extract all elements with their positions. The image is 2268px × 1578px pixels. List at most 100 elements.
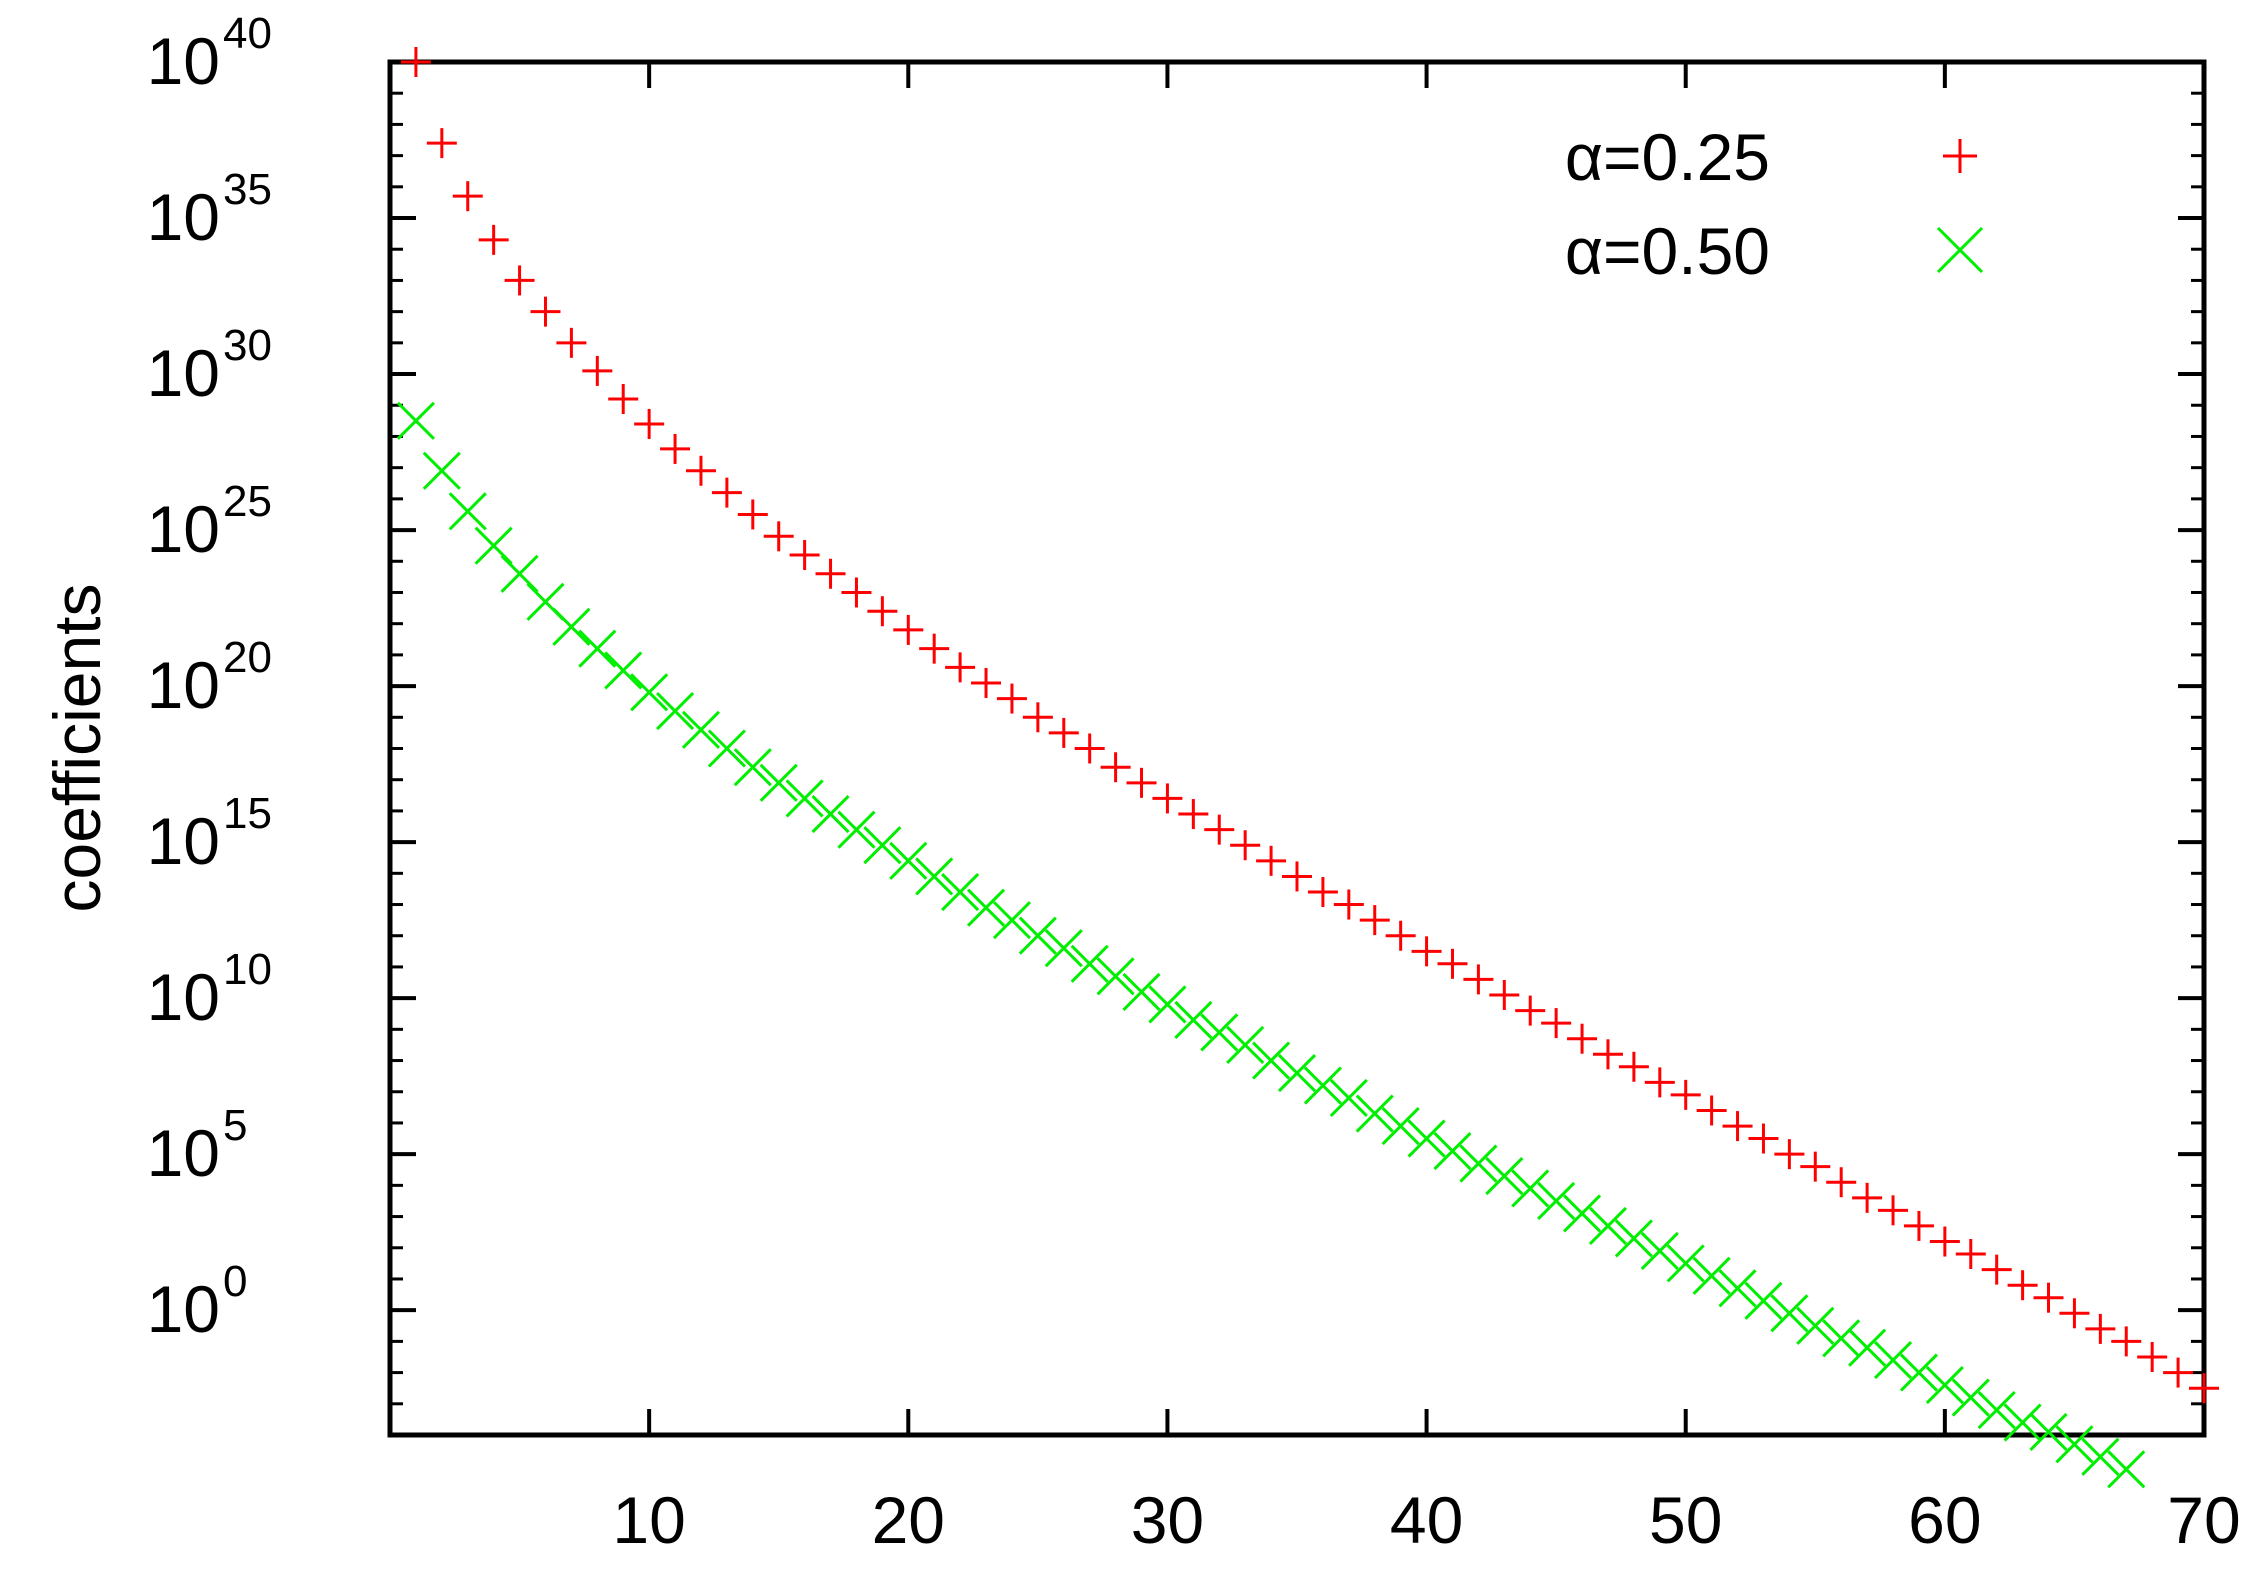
cross-marker [1381,1107,1420,1146]
cross-marker [1744,1281,1783,1320]
plus-marker [1230,830,1261,861]
plus-marker [634,408,665,439]
legend-entry: α=0.25 [1565,120,1977,194]
cross-marker [707,729,746,768]
cross-marker [1588,1206,1628,1245]
plus-marker [1385,920,1416,951]
plus-marker [1748,1123,1779,1154]
cross-marker [1355,1094,1394,1133]
plus-marker [1696,1095,1727,1126]
plus-marker [1592,1039,1623,1070]
y-tick-base: 10 [147,1116,220,1190]
plus-marker [685,455,716,486]
cross-marker [474,526,513,565]
plus-marker [452,181,483,212]
cross-marker [1796,1306,1835,1345]
x-tick-label: 50 [1649,1483,1722,1557]
plus-marker [971,667,1002,698]
y-tick-exponent: 25 [223,477,272,526]
plus-marker [608,384,639,415]
plus-marker [1204,814,1235,845]
x-tick-label: 30 [1131,1483,1204,1557]
y-tick-exponent: 40 [223,9,272,58]
plus-marker [1411,936,1442,967]
plus-marker [2007,1270,2038,1301]
plus-marker [2033,1282,2064,1313]
plus-marker [1826,1167,1857,1198]
x-tick-label: 10 [612,1483,685,1557]
cross-marker [1226,1025,1265,1065]
plus-marker [945,652,976,683]
plus-marker [1489,980,1520,1011]
y-tick-base: 10 [147,804,220,878]
plus-marker [1307,877,1338,908]
plus-marker [1100,752,1131,783]
cross-marker [500,554,539,593]
cross-marker [1977,1390,2016,1430]
cross-marker [915,857,954,896]
cross-marker [1148,985,1187,1024]
plus-marker [789,540,820,571]
cross-marker [1666,1244,1705,1283]
plus-marker [400,47,431,77]
cross-marker [1848,1328,1887,1367]
plus-marker [1256,845,1287,876]
y-tick-base: 10 [147,960,220,1034]
legend-label: α=0.25 [1565,120,1770,194]
plus-marker [1878,1195,1909,1226]
plus-marker [1567,1023,1598,1054]
cross-marker [1511,1169,1550,1208]
plus-marker [1126,767,1157,798]
cross-marker [396,401,435,440]
plus-marker [504,265,535,296]
y-tick-exponent: 15 [223,789,272,838]
cross-marker [966,888,1006,927]
y-tick-label: 10 30 [147,321,272,410]
plus-marker [996,683,1027,714]
plus-marker [478,224,509,255]
plus-marker [1981,1254,2012,1285]
cross-marker [422,451,461,490]
cross-marker [2081,1437,2120,1476]
y-tick-label: 10 5 [147,1101,248,1190]
y-tick-exponent: 20 [223,633,272,682]
cross-marker [1951,1378,1990,1417]
y-tick-exponent: 5 [223,1101,247,1150]
cross-marker [1200,1013,1239,1052]
plus-marker [2085,1313,2116,1344]
cross-marker [1277,1053,1317,1093]
y-tick-base: 10 [147,180,220,254]
plus-marker [919,633,950,664]
cross-marker [1614,1219,1653,1258]
cross-marker [604,651,643,690]
y-axis-title: coefficients [40,584,114,913]
plus-marker [1852,1182,1883,1213]
cross-marker [578,629,617,668]
plus-marker [1541,1008,1572,1039]
cross-marker [1329,1078,1368,1118]
x-tick-labels: 10 20 30 40 50 60 70 [612,1483,2240,1557]
cross-marker [1070,944,1109,983]
cross-marker [1096,957,1135,996]
plus-marker [1022,702,1053,733]
cross-marker [1718,1269,1757,1308]
cross-marker [1770,1294,1809,1333]
cross-marker [1537,1181,1576,1221]
cross-marker [1459,1144,1498,1183]
plus-marker [1943,139,1977,173]
plus-marker [1955,1239,1986,1270]
y-tick-label: 10 0 [147,1257,248,1346]
cross-marker [1562,1194,1602,1233]
plus-marker [582,355,613,386]
cross-marker [1407,1119,1446,1158]
plus-marker [660,433,691,464]
cross-marker [1044,929,1083,968]
cross-marker [889,841,928,880]
legend: α=0.25 α=0.50 [1565,120,1984,288]
cross-marker [759,763,798,802]
plus-marker [2059,1298,2090,1329]
cross-marker [552,607,591,646]
plus-marker [2189,1373,2219,1404]
tick-marks [390,60,2206,1437]
